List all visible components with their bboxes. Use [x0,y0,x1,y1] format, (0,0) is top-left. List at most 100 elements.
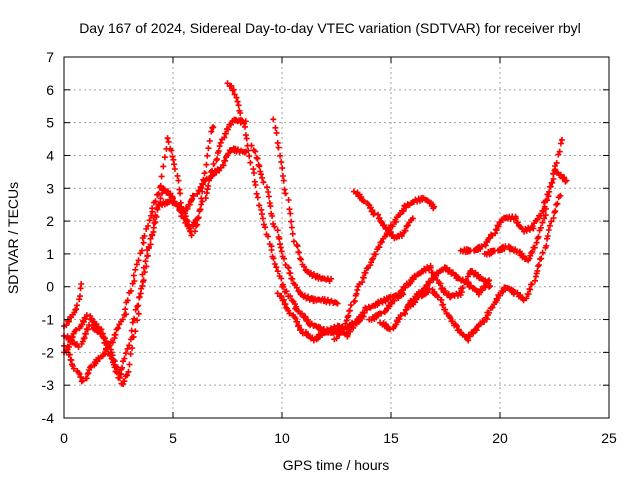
data-point [298,292,301,295]
data-point [342,325,344,327]
y-axis-label: SDTVAR / TECUs [5,182,21,294]
data-point [492,233,495,236]
data-point [137,312,139,314]
data-point [505,246,508,249]
data-point [553,167,556,170]
data-point [289,312,292,314]
data-point [180,217,183,219]
y-tick-label: 0 [46,279,54,295]
data-point [183,210,185,213]
data-point [311,299,314,301]
data-point [191,233,194,236]
data-point [418,272,421,275]
y-tick-label: -4 [42,410,55,426]
data-point [294,305,296,308]
data-point [165,138,168,140]
data-point [263,180,266,183]
x-tick-label: 0 [60,430,68,446]
data-point [523,230,525,232]
data-point [551,177,554,180]
data-point [91,364,94,367]
data-point [523,299,525,301]
data-point [98,325,100,327]
data-point [531,226,534,229]
series-track-13 [405,192,564,344]
data-point [444,266,447,268]
x-tick-label: 25 [601,430,617,446]
data-point [446,312,449,314]
data-point [564,180,567,183]
marker-trace [61,145,249,387]
data-point [394,220,397,222]
data-point [483,253,486,255]
data-point [146,256,148,258]
data-point [307,322,309,324]
series-track-2 [61,124,217,385]
data-point [241,121,244,124]
data-point [433,207,436,209]
y-tick-label: 5 [46,115,54,131]
y-tick-label: 4 [46,147,54,163]
data-point [285,194,288,196]
data-point [87,315,89,318]
data-point [113,338,115,341]
data-point [551,220,554,222]
data-point [368,318,371,321]
data-point [335,302,338,304]
y-tick-label: -1 [42,312,55,328]
series-track-12 [366,262,494,323]
data-point [100,331,102,334]
data-point [486,315,488,318]
data-point [172,197,174,199]
data-point [294,239,296,242]
data-point [78,345,81,347]
y-tick-label: 3 [46,180,54,196]
data-point [250,161,253,163]
data-point [488,279,490,281]
data-point [455,325,458,327]
data-point [233,92,235,94]
data-point [455,276,458,278]
data-point [422,197,425,199]
data-point [429,266,432,268]
y-tick-label: 2 [46,213,54,229]
data-point [412,217,414,219]
data-point [102,354,105,357]
data-point [213,164,216,167]
data-point [364,200,366,203]
data-point [403,207,405,209]
data-point [440,285,442,288]
series-track-6 [270,116,335,285]
data-point [542,253,545,255]
data-point [270,246,272,249]
data-point [429,289,432,291]
data-point [322,299,325,301]
data-point [503,285,506,288]
x-tick-label: 5 [169,430,177,446]
chart-title: Day 167 of 2024, Sidereal Day-to-day VTE… [79,20,581,36]
data-point [385,226,388,229]
data-point [233,118,235,121]
data-point [379,322,381,324]
data-point [274,226,277,229]
data-point [449,295,451,298]
data-point [531,282,534,285]
data-point [213,125,216,127]
data-point [412,200,414,203]
data-series [61,80,570,387]
data-point [418,295,421,298]
data-point [272,118,275,121]
data-point [161,187,163,190]
data-point [108,345,111,347]
data-point [89,325,91,327]
data-point [76,328,78,331]
series-track-5 [224,80,367,336]
data-point [403,233,405,236]
data-point [281,282,283,285]
marker-trace [481,166,570,264]
x-tick-label: 20 [492,430,508,446]
data-point [403,292,405,295]
data-point [207,177,209,180]
data-point [494,249,497,252]
